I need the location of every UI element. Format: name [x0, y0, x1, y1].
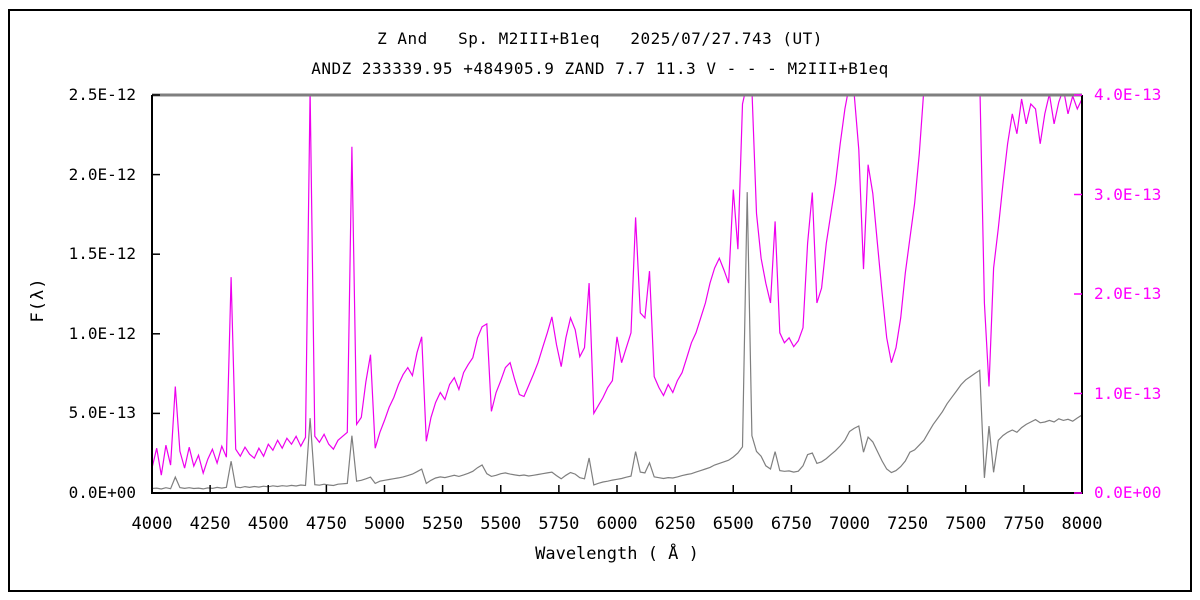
right-y-tick-label: 4.0E-13: [1094, 85, 1162, 104]
left-y-tick-label: 1.5E-12: [68, 244, 136, 264]
x-tick-label: 5500: [480, 514, 522, 534]
x-tick-label: 6250: [654, 514, 696, 534]
x-tick-label: 8000: [1061, 514, 1103, 534]
x-tick-label: 7500: [945, 514, 987, 534]
x-tick-label: 5750: [538, 514, 580, 534]
x-tick-label: 4750: [305, 514, 347, 534]
x-tick-label: 4250: [189, 514, 231, 534]
left-y-tick-label: 5.0E-13: [68, 403, 136, 423]
x-tick-label: 7750: [1003, 514, 1045, 534]
x-tick-label: 6500: [712, 514, 754, 534]
x-tick-label: 5000: [364, 514, 405, 534]
right-y-tick-label: 0.0E+00: [1094, 483, 1162, 502]
right-y-tick-label: 1.0E-13: [1094, 383, 1162, 403]
chart-title: Z And Sp. M2III+B1eq 2025/07/27.743 (UT): [377, 29, 823, 48]
x-tick-label: 7250: [887, 514, 929, 534]
magenta-series-right-axis: [152, 95, 1082, 476]
chart-subtitle: ANDZ 233339.95 +484905.9 ZAND 7.7 11.3 V…: [311, 59, 889, 78]
left-y-tick-label: 1.0E-12: [68, 323, 136, 343]
right-y-tick-label: 2.0E-13: [1094, 284, 1162, 303]
right-y-tick-label: 3.0E-13: [1094, 184, 1162, 204]
left-y-tick-label: 2.0E-12: [68, 164, 136, 184]
x-axis-label: Wavelength ( Å ): [535, 544, 699, 564]
x-tick-label: 4000: [131, 514, 173, 534]
gray-series-left-axis: [152, 192, 1082, 490]
x-tick-label: 6750: [770, 514, 812, 534]
x-tick-label: 6000: [596, 514, 638, 534]
left-y-tick-label: 2.5E-12: [68, 85, 136, 104]
left-y-tick-label: 0.0E+00: [68, 483, 136, 502]
x-tick-label: 7000: [829, 514, 870, 534]
x-tick-label: 5250: [422, 514, 464, 534]
x-tick-label: 4500: [247, 514, 289, 534]
